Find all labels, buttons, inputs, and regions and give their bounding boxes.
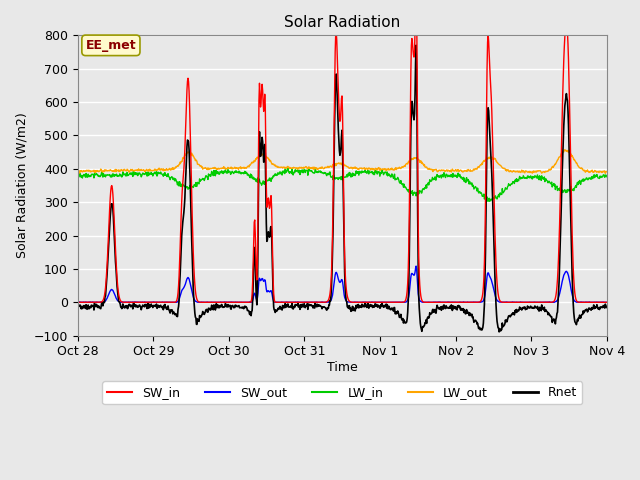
SW_in xyxy=(314,300,322,305)
LW_out xyxy=(561,147,569,153)
LW_out xyxy=(603,168,611,174)
LW_out xyxy=(74,168,81,174)
LW_in xyxy=(314,170,322,176)
Rnet xyxy=(412,42,420,48)
Line: SW_in: SW_in xyxy=(77,0,607,302)
Rnet xyxy=(257,149,265,155)
LW_out xyxy=(118,168,125,173)
SW_out xyxy=(591,300,598,305)
Line: SW_out: SW_out xyxy=(77,266,607,302)
SW_in xyxy=(593,300,601,305)
Rnet xyxy=(117,304,125,310)
X-axis label: Time: Time xyxy=(327,361,358,374)
Line: LW_out: LW_out xyxy=(77,150,607,173)
SW_out xyxy=(593,299,601,305)
LW_in xyxy=(117,172,125,178)
LW_out xyxy=(591,168,598,173)
Rnet xyxy=(593,302,601,308)
SW_out xyxy=(355,300,362,305)
Rnet xyxy=(603,305,611,311)
SW_in xyxy=(230,300,237,305)
LW_in xyxy=(257,180,265,186)
Line: Rnet: Rnet xyxy=(77,45,607,332)
Line: LW_in: LW_in xyxy=(77,168,607,202)
LW_out xyxy=(258,152,266,157)
Rnet xyxy=(591,304,598,310)
SW_in xyxy=(591,300,598,305)
Rnet xyxy=(495,329,503,335)
SW_in xyxy=(117,299,125,304)
Rnet xyxy=(314,301,321,307)
LW_in xyxy=(74,173,81,179)
SW_out xyxy=(76,300,84,305)
LW_out xyxy=(355,167,362,172)
Title: Solar Radiation: Solar Radiation xyxy=(284,15,401,30)
Rnet xyxy=(354,304,362,310)
SW_out xyxy=(412,263,420,269)
LW_out xyxy=(314,166,322,171)
LW_in xyxy=(284,165,292,171)
SW_out xyxy=(314,300,322,305)
LW_in xyxy=(483,199,490,204)
SW_in xyxy=(603,300,611,305)
SW_in xyxy=(74,300,81,305)
SW_out xyxy=(258,276,266,282)
LW_in xyxy=(355,169,362,175)
SW_in xyxy=(258,87,266,93)
LW_out xyxy=(593,169,601,175)
LW_in xyxy=(603,174,611,180)
LW_in xyxy=(593,172,601,178)
LW_in xyxy=(591,172,598,178)
Text: EE_met: EE_met xyxy=(86,39,136,52)
SW_out xyxy=(118,299,125,305)
SW_in xyxy=(355,300,362,305)
Legend: SW_in, SW_out, LW_in, LW_out, Rnet: SW_in, SW_out, LW_in, LW_out, Rnet xyxy=(102,382,582,405)
SW_out xyxy=(74,299,81,305)
Rnet xyxy=(74,305,81,311)
SW_out xyxy=(603,300,611,305)
LW_out xyxy=(75,170,83,176)
Y-axis label: Solar Radiation (W/m2): Solar Radiation (W/m2) xyxy=(15,113,28,258)
